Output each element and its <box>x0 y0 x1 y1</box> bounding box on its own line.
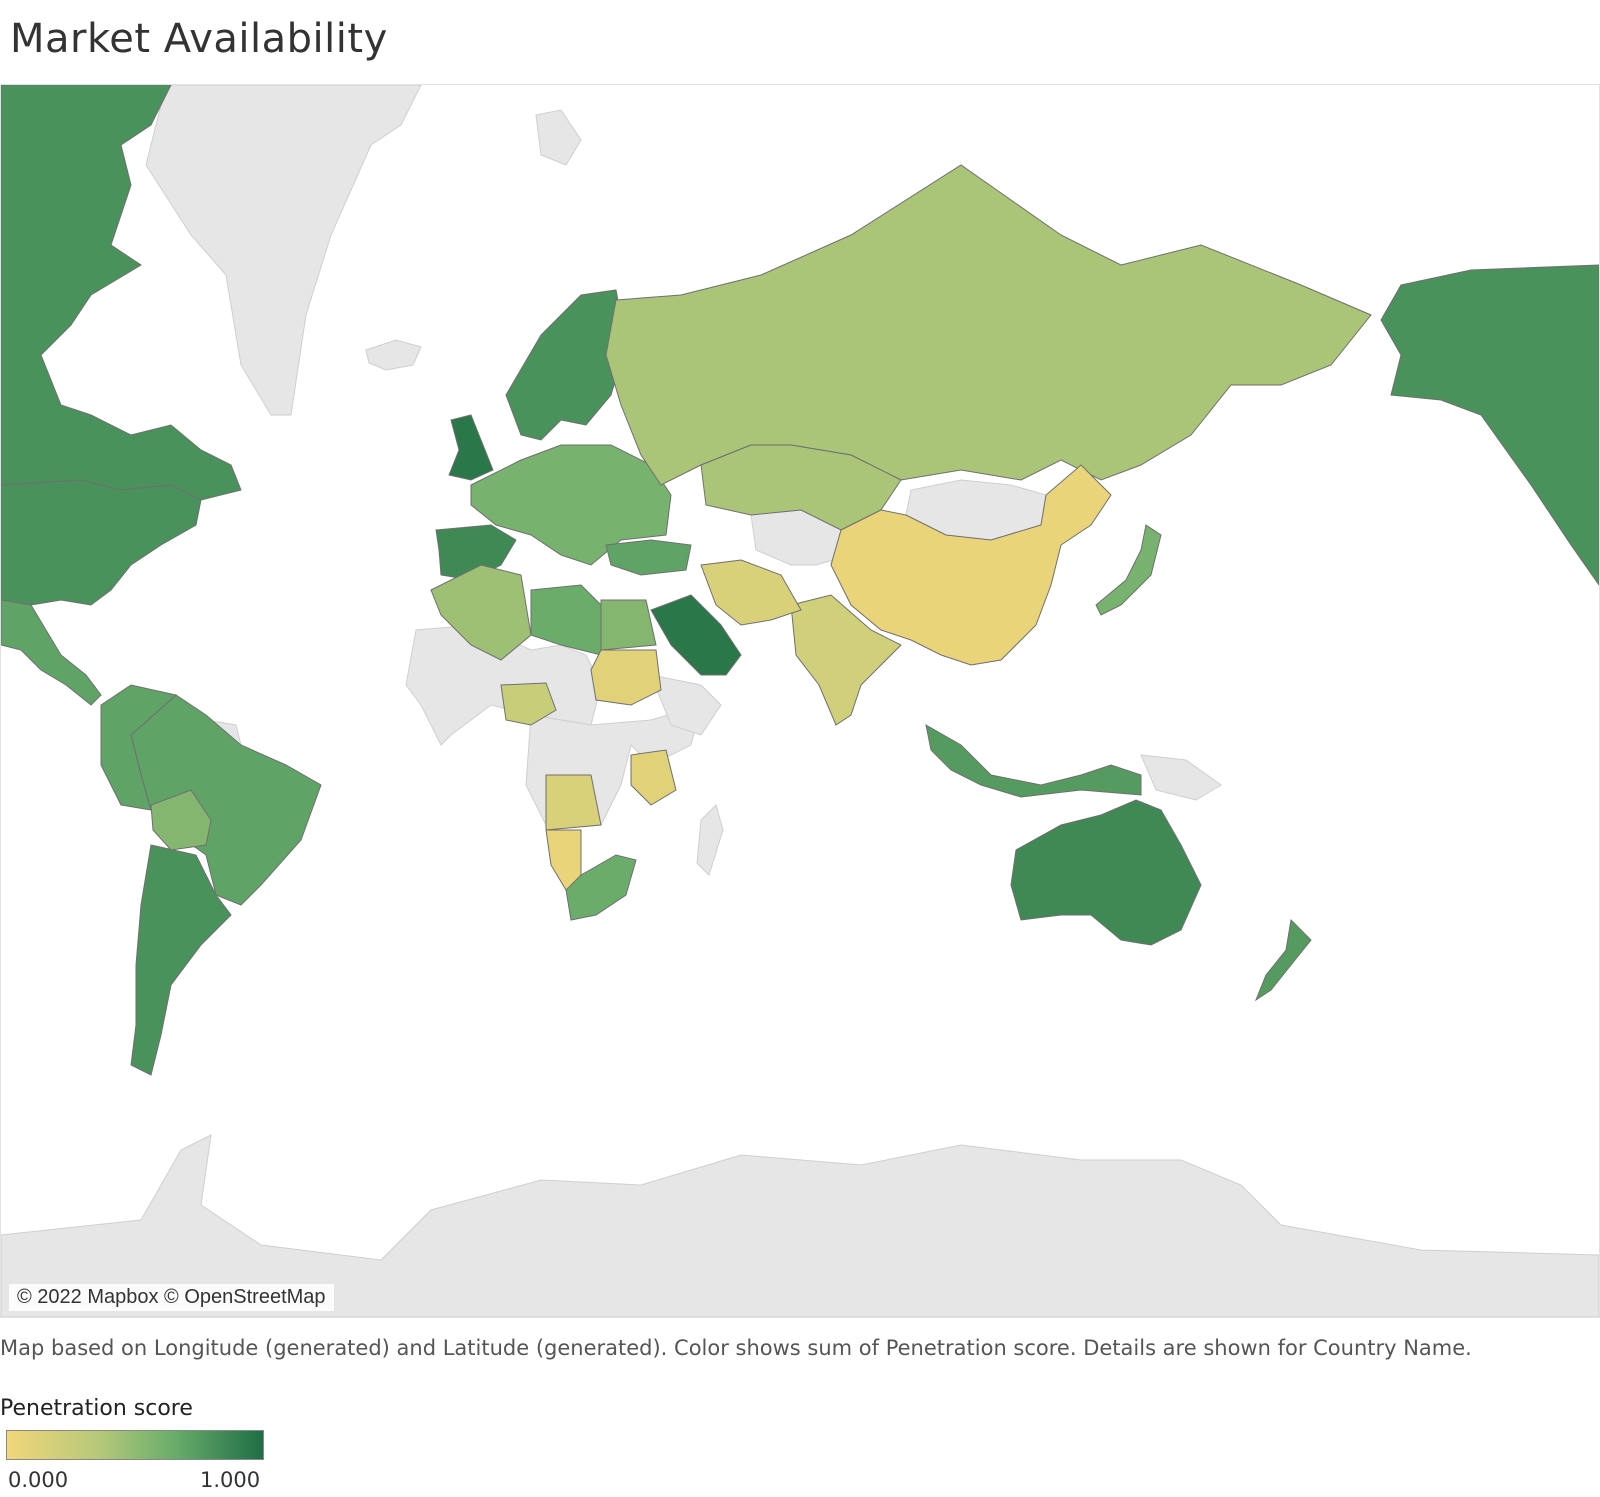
map-canvas[interactable]: Canada United States Mexico Brazil Argen… <box>0 84 1600 1318</box>
page-title: Market Availability <box>10 16 388 62</box>
region-egypt[interactable]: Egypt <box>600 599 657 651</box>
svalbard <box>535 109 582 166</box>
papua-new-guinea <box>1140 754 1222 801</box>
madagascar <box>696 804 724 876</box>
region-saudi-arabia[interactable]: Saudi Arabia <box>650 594 742 676</box>
region-new-zealand[interactable]: New Zealand <box>1254 918 1312 1002</box>
region-alaska-east[interactable]: United States <box>1380 264 1599 586</box>
map-attribution[interactable]: © 2022 Mapbox © OpenStreetMap <box>9 1284 334 1311</box>
region-argentina[interactable]: Argentina <box>130 844 232 1076</box>
greenland <box>145 85 422 416</box>
world-map[interactable]: Canada United States Mexico Brazil Argen… <box>1 85 1599 1317</box>
region-turkey[interactable]: Turkey <box>605 539 692 576</box>
region-scandinavia[interactable]: Scandinavia <box>505 289 627 441</box>
region-russia[interactable]: Russia <box>605 164 1372 486</box>
region-china[interactable]: China <box>830 464 1112 666</box>
region-bolivia[interactable]: Bolivia <box>150 789 212 851</box>
region-peru-colombia[interactable]: Brazil <box>100 684 178 811</box>
region-angola[interactable]: Angola <box>545 774 602 831</box>
region-tanzania[interactable]: Tanzania <box>630 749 677 806</box>
iceland <box>365 339 422 371</box>
region-mexico[interactable]: Mexico <box>1 599 102 706</box>
region-nigeria[interactable]: Nigeria <box>500 682 557 726</box>
region-australia[interactable]: Australia <box>1010 799 1202 946</box>
legend-min-label: 0.000 <box>8 1468 69 1492</box>
region-libya[interactable]: Libya <box>530 584 602 656</box>
horn-of-africa <box>650 674 722 736</box>
region-europe[interactable]: Europe <box>470 444 672 566</box>
map-caption: Map based on Longitude (generated) and L… <box>0 1336 1472 1360</box>
region-south-africa[interactable]: South Africa <box>565 854 637 921</box>
region-sudan[interactable]: Sudan <box>590 649 662 706</box>
region-india[interactable]: India <box>790 594 902 726</box>
region-indonesia[interactable]: Indonesia <box>925 724 1142 798</box>
region-japan[interactable]: Japan <box>1095 524 1162 616</box>
legend-title: Penetration score <box>0 1396 193 1421</box>
region-united-kingdom[interactable]: United Kingdom <box>448 414 494 481</box>
region-iran[interactable]: Iran <box>700 559 802 626</box>
legend-max-label: 1.000 <box>200 1468 261 1492</box>
legend-color-ramp <box>6 1430 264 1460</box>
region-united-states[interactable]: United States <box>1 479 202 606</box>
region-algeria[interactable]: Algeria <box>430 564 532 661</box>
antarctica <box>1 1134 1599 1317</box>
